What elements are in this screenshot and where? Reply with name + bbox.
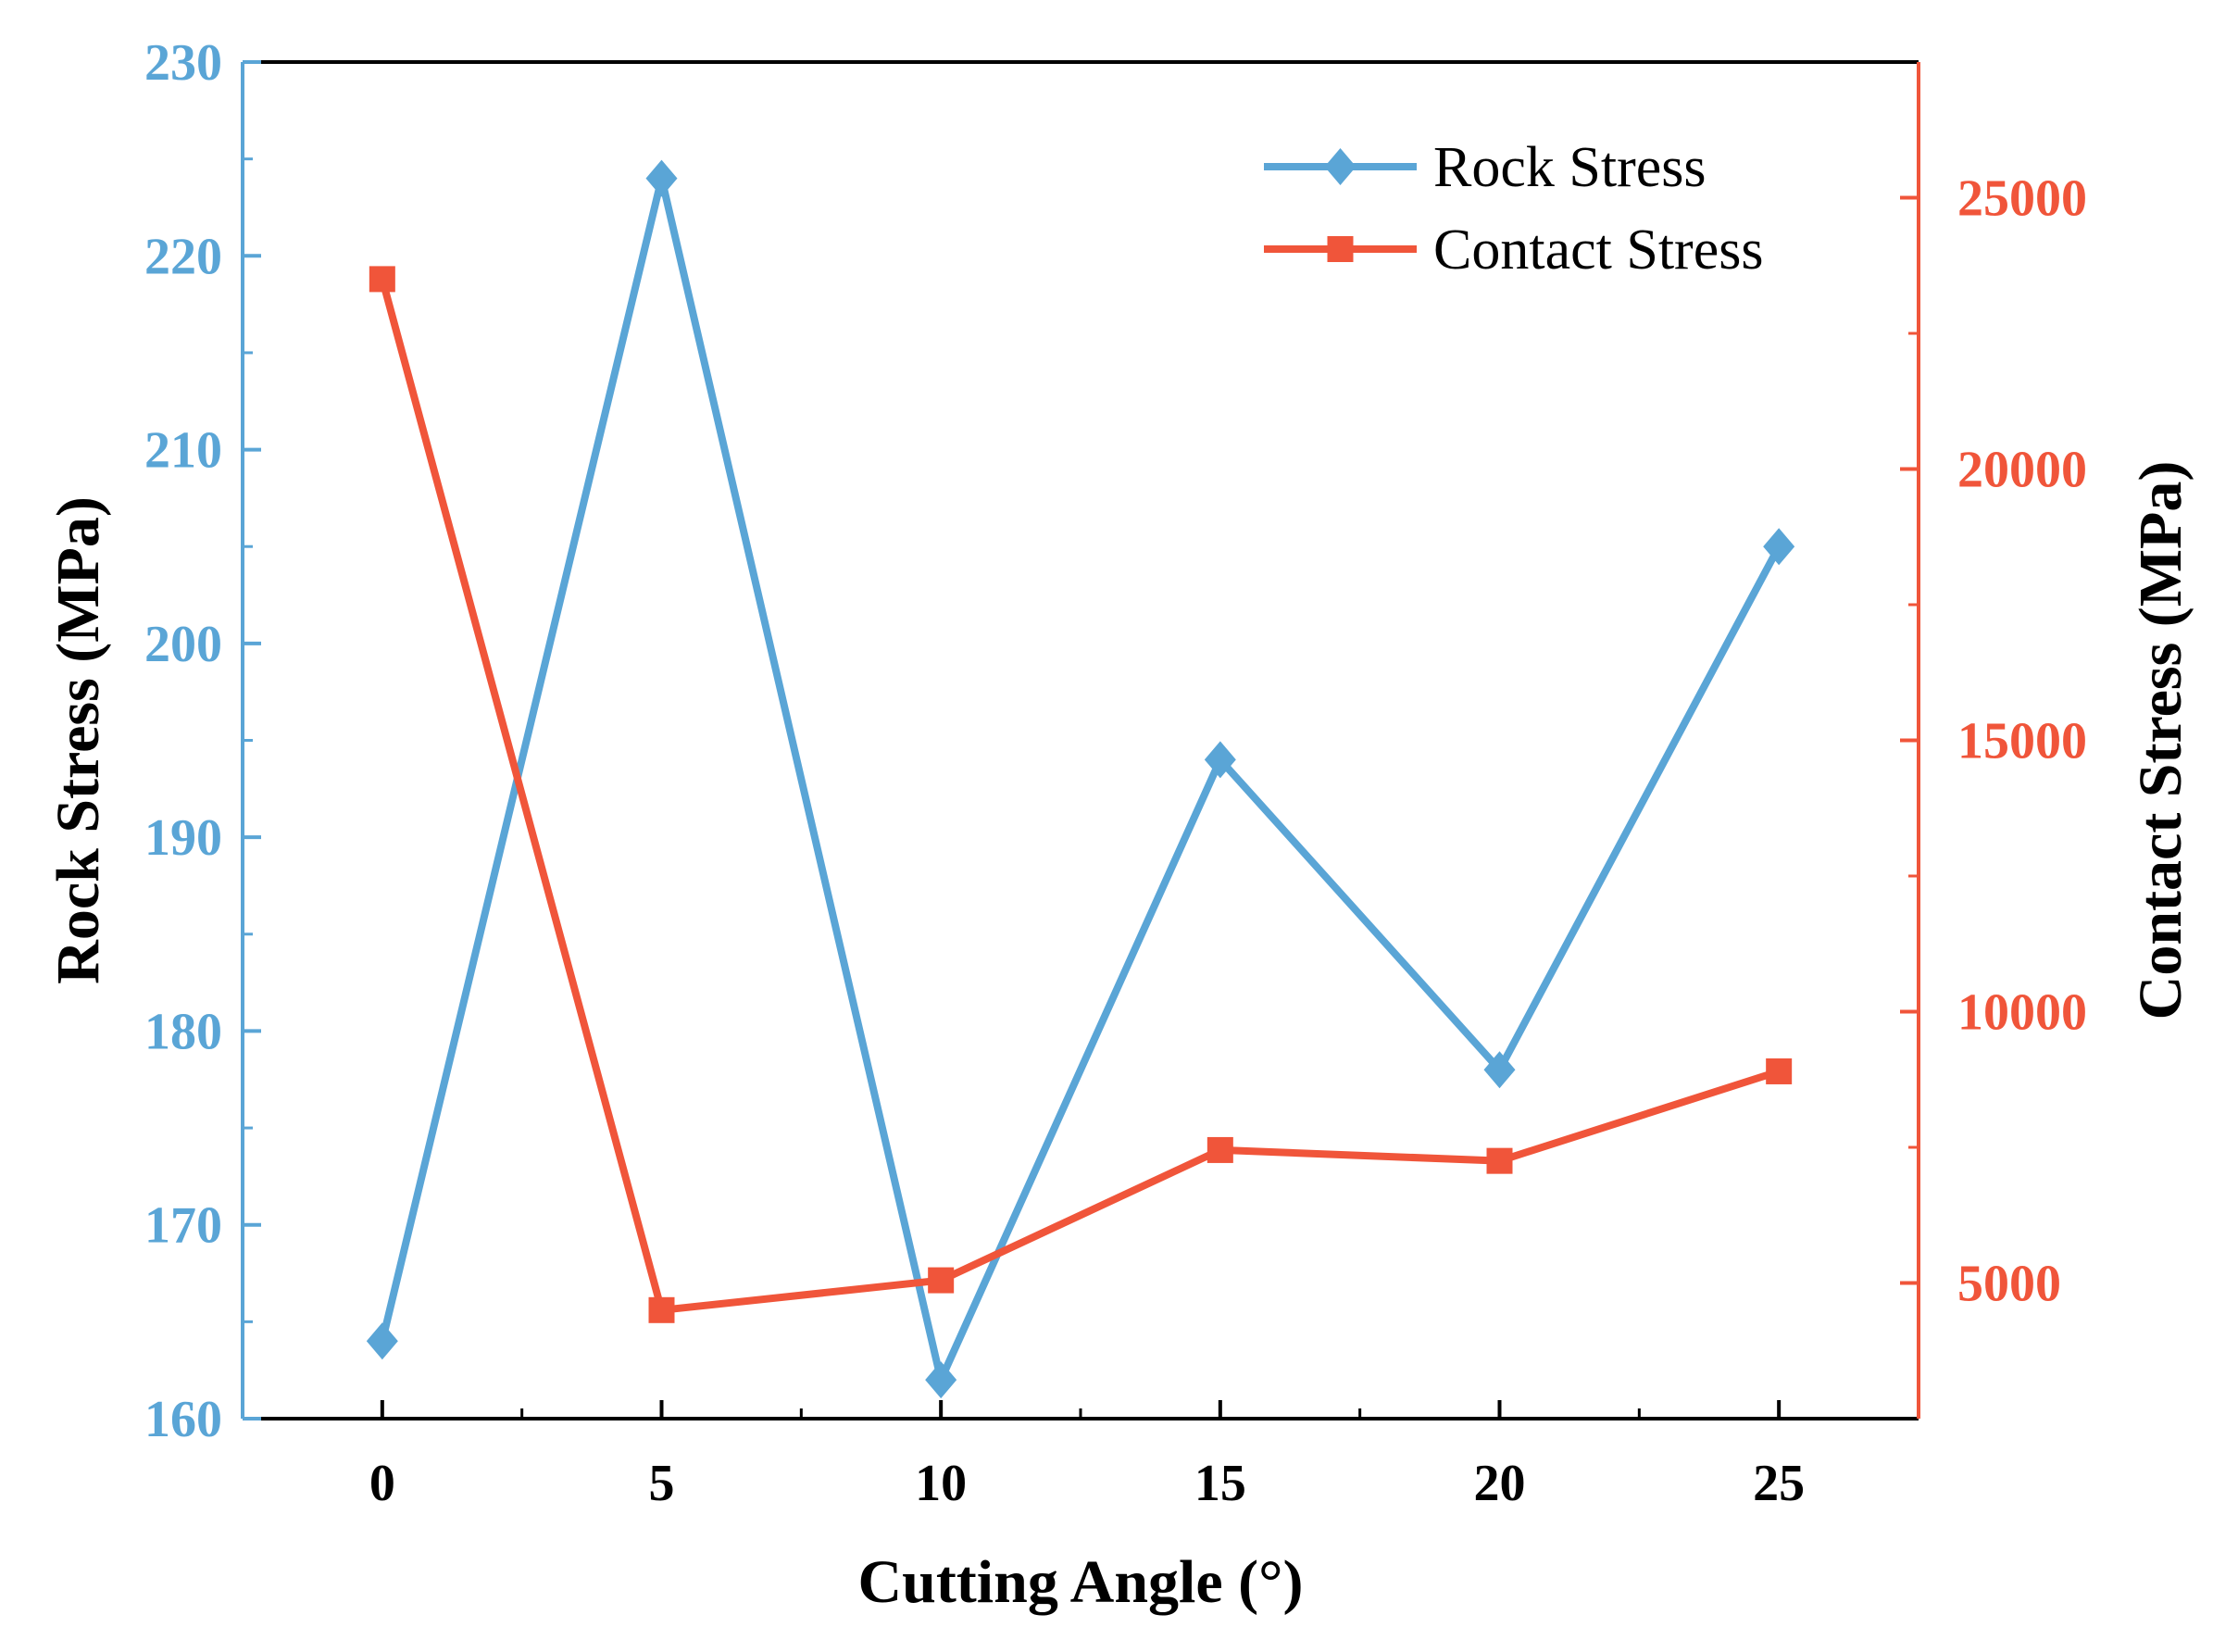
contact-stress-point — [1486, 1147, 1513, 1174]
legend: Rock Stress Contact Stress — [1264, 136, 1763, 282]
rock-stress-line — [378, 174, 1782, 1384]
left-tick-label: 180 — [144, 1003, 222, 1060]
right-tick-label: 5000 — [1957, 1256, 2061, 1313]
axis-ticks: 0 5 10 15 20 25 160 170 180 190 200 210 220 230 5000 10… — [144, 34, 2087, 1512]
left-tick-label: 200 — [144, 616, 222, 673]
rock-stress-point — [1204, 741, 1236, 779]
right-tick-label: 15000 — [1957, 713, 2087, 770]
legend-contact-stress-label: Contact Stress — [1433, 219, 1763, 282]
right-tick-label: 25000 — [1957, 170, 2087, 228]
contact-stress-line — [378, 278, 1781, 1314]
right-y-axis-title: Contact Stress (MPa) — [2127, 461, 2194, 1020]
x-tick-label: 5 — [649, 1455, 675, 1512]
x-tick-label: 10 — [915, 1455, 967, 1512]
left-tick-label: 230 — [144, 34, 222, 92]
contact-stress-point — [648, 1296, 675, 1323]
left-tick-label: 190 — [144, 809, 222, 867]
legend-rock-stress-label: Rock Stress — [1433, 136, 1707, 199]
legend-rock-stress-marker — [1324, 148, 1357, 185]
contact-stress-point — [928, 1267, 955, 1294]
rock-stress-point — [1483, 1051, 1516, 1089]
contact-stress-point — [369, 266, 395, 293]
contact-stress-point — [1766, 1058, 1793, 1084]
contact-stress-point — [1207, 1136, 1233, 1163]
x-tick-label: 25 — [1753, 1455, 1805, 1512]
left-tick-label: 210 — [144, 422, 222, 480]
x-axis-title: Cutting Angle (°) — [857, 1548, 1303, 1616]
axis-titles: Cutting Angle (°) Rock Stress (MPa) Contac… — [44, 461, 2194, 1616]
rock-stress-point — [1763, 528, 1795, 566]
x-tick-label: 20 — [1474, 1455, 1526, 1512]
left-tick-label: 220 — [144, 228, 222, 285]
rock-stress-point — [925, 1361, 957, 1399]
rock-stress-point — [645, 159, 678, 197]
left-tick-label: 170 — [144, 1197, 222, 1255]
legend-contact-stress-marker — [1327, 236, 1354, 262]
x-tick-label: 0 — [369, 1455, 395, 1512]
right-tick-label: 10000 — [1957, 984, 2087, 1042]
data-series — [366, 159, 1795, 1399]
left-tick-label: 160 — [144, 1391, 222, 1448]
rock-stress-point — [366, 1322, 398, 1360]
left-y-axis-title: Rock Stress (MPa) — [44, 496, 112, 984]
x-tick-label: 15 — [1194, 1455, 1246, 1512]
right-tick-label: 20000 — [1957, 442, 2087, 499]
